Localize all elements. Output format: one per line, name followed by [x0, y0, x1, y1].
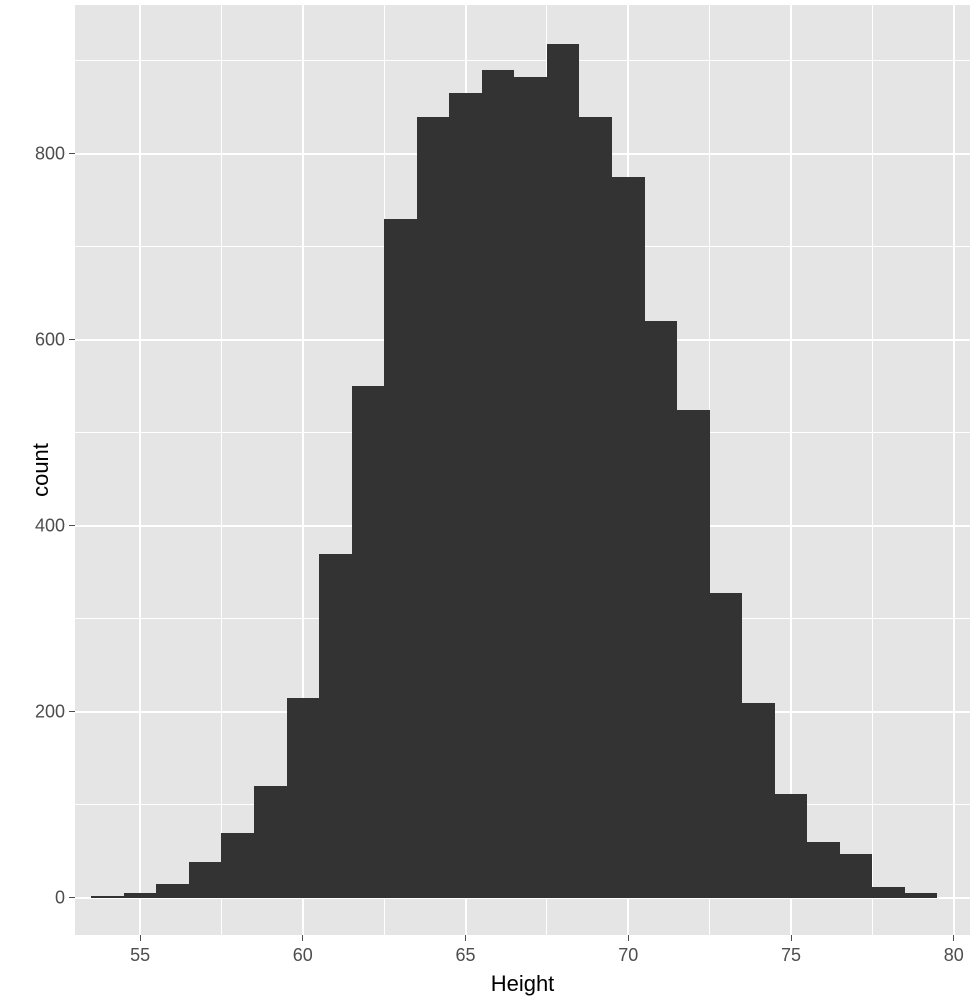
x-tick-mark	[628, 935, 629, 941]
x-tick-label: 65	[456, 945, 476, 966]
gridline-x-minor	[872, 5, 873, 935]
gridline-x-minor	[221, 5, 222, 935]
histogram-bar	[156, 884, 189, 898]
y-tick-mark	[69, 711, 75, 712]
histogram-bar	[677, 410, 710, 898]
histogram-bar	[449, 93, 482, 897]
histogram-bar	[287, 698, 320, 898]
x-tick-label: 80	[944, 945, 964, 966]
x-tick-label: 55	[130, 945, 150, 966]
x-tick-mark	[140, 935, 141, 941]
histogram-bar	[417, 117, 450, 898]
histogram-bar	[579, 117, 612, 898]
y-tick-label: 400	[35, 515, 65, 536]
gridline-x-major	[953, 5, 955, 935]
histogram-bar	[612, 177, 645, 898]
histogram-bar	[352, 386, 385, 898]
x-tick-mark	[302, 935, 303, 941]
y-tick-mark	[69, 525, 75, 526]
y-tick-label: 800	[35, 143, 65, 164]
x-axis-label: Height	[491, 971, 555, 997]
histogram-bar	[124, 893, 157, 898]
y-tick-label: 200	[35, 701, 65, 722]
histogram-bar	[872, 887, 905, 898]
y-tick-label: 600	[35, 329, 65, 350]
histogram-chart: count Height 5560657075800200400600800	[0, 0, 978, 1000]
histogram-bar	[905, 893, 938, 898]
histogram-bar	[319, 554, 352, 898]
x-tick-mark	[953, 935, 954, 941]
histogram-bar	[482, 70, 515, 898]
x-tick-label: 75	[781, 945, 801, 966]
histogram-bar	[384, 219, 417, 898]
x-tick-mark	[791, 935, 792, 941]
histogram-bar	[254, 786, 287, 898]
histogram-bar	[710, 593, 743, 898]
y-tick-mark	[69, 153, 75, 154]
histogram-bar	[775, 794, 808, 898]
histogram-bar	[189, 862, 222, 897]
plot-panel	[75, 5, 970, 935]
histogram-bar	[807, 842, 840, 898]
gridline-y-minor	[75, 60, 970, 61]
histogram-bar	[742, 703, 775, 898]
x-tick-label: 70	[618, 945, 638, 966]
y-tick-label: 0	[55, 887, 65, 908]
x-tick-label: 60	[293, 945, 313, 966]
histogram-bar	[91, 896, 124, 898]
histogram-bar	[547, 44, 580, 898]
histogram-bar	[840, 854, 873, 898]
gridline-x-major	[139, 5, 141, 935]
y-tick-mark	[69, 897, 75, 898]
histogram-bar	[645, 321, 678, 898]
histogram-bar	[514, 77, 547, 898]
x-tick-mark	[465, 935, 466, 941]
histogram-bar	[221, 833, 254, 898]
y-tick-mark	[69, 339, 75, 340]
y-axis-label: count	[28, 443, 54, 497]
